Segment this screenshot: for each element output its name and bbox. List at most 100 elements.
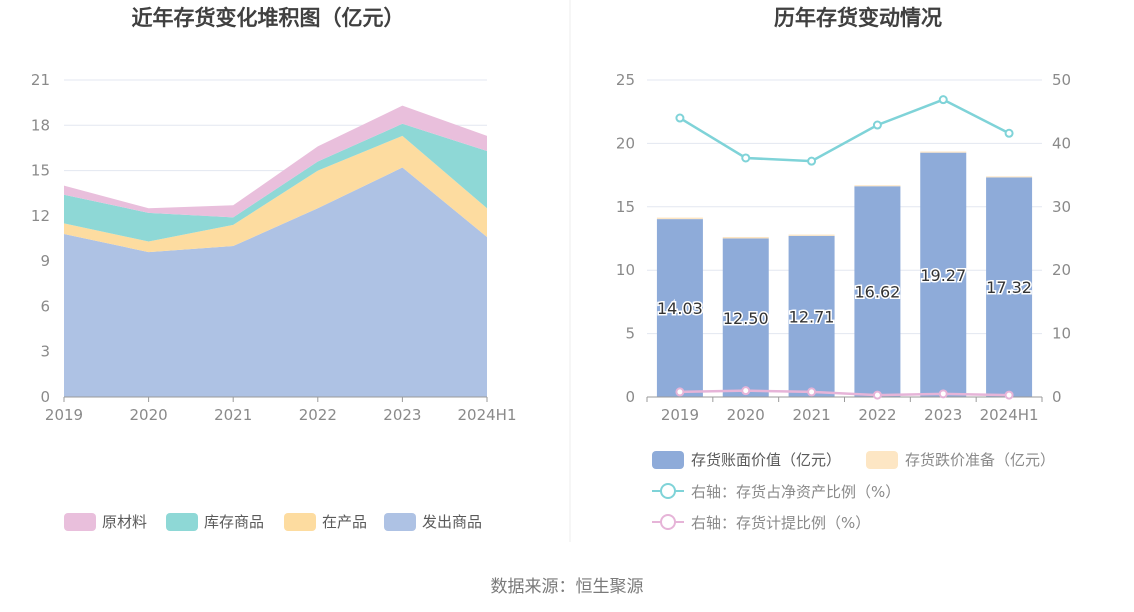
right-y-tick: 10 xyxy=(616,261,635,279)
left-legend: 原材料 库存商品 在产品 发出商品 xyxy=(64,513,482,531)
left-x-tick: 2019 xyxy=(45,406,83,424)
right-y-axis-right: 0 10 20 30 40 50 xyxy=(1052,71,1071,406)
bar-impairment xyxy=(920,151,967,153)
left-areas xyxy=(64,105,487,398)
point-provision_ratio xyxy=(1004,390,1014,400)
right-x-tick: 2022 xyxy=(858,406,896,424)
bar-value-label: 17.32 xyxy=(986,278,1032,297)
right-x-axis: 2019 2020 2021 2022 2023 2024H1 xyxy=(646,397,1043,424)
legend-label-raw_materials: 原材料 xyxy=(102,513,147,531)
left-x-axis: 2019 2020 2021 2022 2023 2024H1 xyxy=(45,397,517,424)
right-x-tick: 2021 xyxy=(792,406,830,424)
right-x-tick: 2019 xyxy=(661,406,699,424)
right-chart-title: 历年存货变动情况 xyxy=(774,6,942,30)
legend-swatch-impairment xyxy=(866,451,898,469)
right-grid xyxy=(647,79,1042,398)
bar-book-value xyxy=(920,152,967,397)
right-y2-tick: 10 xyxy=(1052,325,1071,343)
area-shipped_goods xyxy=(64,167,487,397)
bar-value-label: 12.50 xyxy=(723,309,769,328)
area-work_in_progress xyxy=(64,135,487,253)
bar-impairment xyxy=(854,185,901,187)
point-provision_ratio xyxy=(807,387,817,397)
left-y-tick: 12 xyxy=(31,207,50,225)
legend-label-ratio_net_assets: 右轴：存货占净资产比例（%） xyxy=(691,483,900,501)
right-y2-tick: 50 xyxy=(1052,71,1071,89)
right-y2-tick: 40 xyxy=(1052,134,1071,152)
right-y-tick: 25 xyxy=(616,71,635,89)
right-y2-tick: 20 xyxy=(1052,261,1071,279)
point-ratio_net_assets xyxy=(1004,128,1014,138)
bar-book-value xyxy=(986,177,1033,397)
legend-swatch-raw_materials xyxy=(64,513,96,531)
right-y-tick: 5 xyxy=(625,325,635,343)
legend-label-work_in_progress: 在产品 xyxy=(322,513,367,531)
point-ratio_net_assets xyxy=(675,113,685,123)
point-ratio_net_assets xyxy=(938,95,948,105)
left-y-tick: 9 xyxy=(40,252,50,270)
right-x-tick: 2020 xyxy=(727,406,765,424)
bar-value-label: 12.71 xyxy=(789,307,835,326)
right-y-tick: 0 xyxy=(625,388,635,406)
bar-book-value xyxy=(722,238,769,397)
legend-label-impairment: 存货跌价准备（亿元） xyxy=(905,451,1055,469)
legend-label-shipped_goods: 发出商品 xyxy=(422,513,482,531)
bar-book-value xyxy=(656,219,703,397)
right-bars xyxy=(647,151,1042,398)
left-x-tick: 2022 xyxy=(299,406,337,424)
legend-swatch-inventory_goods xyxy=(166,513,198,531)
right-lines xyxy=(675,95,1014,400)
point-ratio_net_assets xyxy=(872,120,882,130)
point-provision_ratio xyxy=(741,386,751,396)
right-y-tick: 20 xyxy=(616,134,635,152)
left-y-tick: 15 xyxy=(31,162,50,180)
left-x-tick: 2024H1 xyxy=(458,406,517,424)
right-x-tick: 2023 xyxy=(924,406,962,424)
bar-value-label: 14.03 xyxy=(657,299,703,318)
point-provision_ratio xyxy=(675,387,685,397)
area-inventory_goods xyxy=(64,123,487,242)
left-x-tick: 2023 xyxy=(383,406,421,424)
source-note: 数据来源：恒生聚源 xyxy=(491,577,644,597)
right-x-tick: 2024H1 xyxy=(980,406,1039,424)
right-y2-tick: 0 xyxy=(1052,388,1062,406)
bar-impairment xyxy=(656,217,703,220)
bar-book-value xyxy=(854,186,901,397)
bar-impairment xyxy=(788,234,835,236)
line-ratio_net_assets xyxy=(679,98,1010,163)
point-provision_ratio xyxy=(938,389,948,399)
bar-book-value xyxy=(788,235,835,397)
right-y2-tick: 30 xyxy=(1052,198,1071,216)
left-y-tick: 3 xyxy=(40,343,50,361)
right-y-tick: 15 xyxy=(616,198,635,216)
left-x-tick: 2020 xyxy=(130,406,168,424)
legend-label-inventory_goods: 库存商品 xyxy=(204,513,264,531)
legend-label-provision_ratio: 右轴：存货计提比例（%） xyxy=(691,514,870,532)
legend-swatch-shipped_goods xyxy=(384,513,416,531)
left-chart-title: 近年存货变化堆积图（亿元） xyxy=(132,6,405,30)
bar-value-label: 19.27 xyxy=(920,266,966,285)
left-y-tick: 18 xyxy=(31,116,50,134)
left-x-tick: 2021 xyxy=(214,406,252,424)
legend-marker-provision_ratio xyxy=(660,514,676,530)
point-provision_ratio xyxy=(872,390,882,400)
point-ratio_net_assets xyxy=(741,153,751,163)
bar-impairment xyxy=(722,236,769,239)
legend-label-book-value: 存货账面价值（亿元） xyxy=(691,451,841,469)
legend-swatch-work_in_progress xyxy=(284,513,316,531)
legend-marker-ratio_net_assets xyxy=(660,483,676,499)
line-provision_ratio xyxy=(679,389,1010,397)
bar-value-label: 16.62 xyxy=(855,283,901,302)
left-y-axis: 0 3 6 9 12 15 18 21 xyxy=(31,71,50,406)
bar-impairment xyxy=(986,176,1033,178)
right-y-axis-left: 0 5 10 15 20 25 xyxy=(616,71,635,406)
point-ratio_net_assets xyxy=(807,156,817,166)
left-y-tick: 6 xyxy=(40,297,50,315)
legend-swatch-book-value xyxy=(652,451,684,469)
right-bar-labels: 14.03 12.50 12.71 16.62 19.27 17.32 xyxy=(656,264,1034,329)
left-y-tick: 21 xyxy=(31,71,50,89)
right-legend: 存货账面价值（亿元） 存货跌价准备（亿元） 右轴：存货占净资产比例（%） 右轴：存货计… xyxy=(652,451,1055,532)
